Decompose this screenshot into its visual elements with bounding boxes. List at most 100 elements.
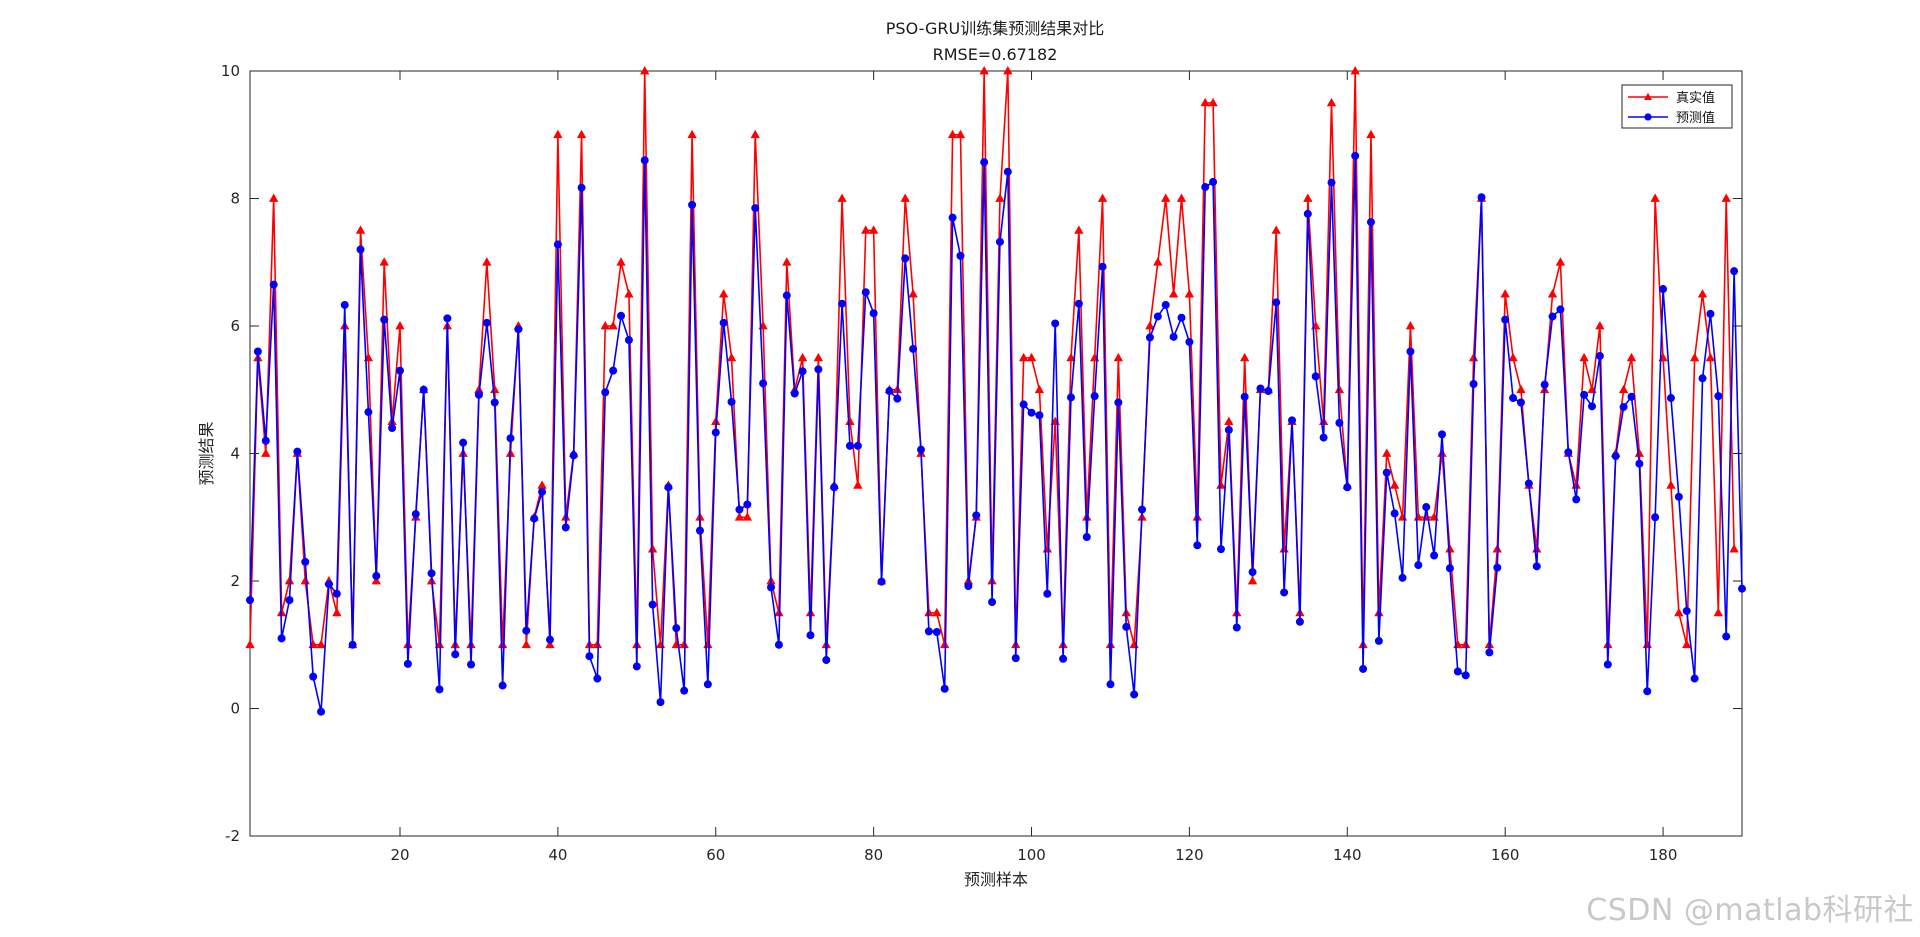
data-point-triangle bbox=[332, 607, 342, 617]
data-point-triangle bbox=[687, 129, 697, 139]
data-point-triangle bbox=[545, 639, 555, 649]
legend-label-true-value: 真实值 bbox=[1676, 90, 1715, 106]
data-point-circle bbox=[522, 626, 531, 635]
data-point-circle bbox=[909, 344, 918, 353]
data-point-triangle bbox=[379, 257, 389, 266]
data-point-triangle bbox=[600, 320, 610, 330]
data-point-circle bbox=[1051, 319, 1060, 328]
data-point-circle bbox=[1319, 433, 1328, 442]
data-point-circle bbox=[1343, 483, 1352, 492]
data-point-circle bbox=[1122, 622, 1131, 631]
data-point-circle bbox=[798, 367, 807, 376]
data-point-circle bbox=[1248, 568, 1257, 577]
data-point-circle bbox=[964, 582, 973, 591]
data-point-circle bbox=[474, 390, 483, 399]
data-point-circle bbox=[624, 336, 633, 345]
data-point-circle bbox=[861, 288, 870, 297]
data-point-circle bbox=[277, 634, 286, 643]
data-point-triangle bbox=[592, 639, 603, 649]
data-point-circle bbox=[1374, 636, 1383, 645]
data-point-circle bbox=[538, 487, 547, 496]
data-point-triangle bbox=[1176, 193, 1187, 202]
data-point-circle bbox=[340, 300, 349, 309]
data-point-triangle bbox=[853, 480, 863, 489]
data-point-circle bbox=[1074, 299, 1083, 308]
data-point-triangle bbox=[742, 512, 753, 521]
data-point-circle bbox=[1224, 425, 1233, 434]
data-point-circle bbox=[435, 685, 444, 694]
chart-subtitle: RMSE=0.67182 bbox=[933, 45, 1058, 64]
data-point-circle bbox=[530, 514, 539, 523]
data-point-triangle bbox=[1618, 384, 1629, 394]
data-point-triangle bbox=[1066, 352, 1076, 362]
data-point-circle bbox=[782, 291, 791, 300]
data-point-circle bbox=[735, 505, 744, 514]
data-point-triangle bbox=[995, 193, 1005, 202]
data-point-circle bbox=[451, 650, 460, 659]
data-point-circle bbox=[664, 483, 673, 492]
data-point-triangle bbox=[1705, 352, 1716, 362]
data-point-triangle bbox=[1516, 384, 1526, 394]
data-point-triangle bbox=[1239, 352, 1250, 362]
data-point-triangle bbox=[1555, 257, 1566, 266]
data-point-circle bbox=[459, 438, 468, 447]
data-point-triangle bbox=[1034, 384, 1045, 394]
data-point-circle bbox=[1027, 408, 1036, 417]
data-point-circle bbox=[727, 397, 736, 406]
data-point-circle bbox=[1398, 573, 1407, 582]
data-point-circle bbox=[1335, 418, 1344, 427]
data-point-circle bbox=[680, 686, 689, 695]
data-point-circle bbox=[1674, 492, 1683, 501]
data-point-triangle bbox=[797, 352, 808, 362]
data-point-circle bbox=[482, 318, 491, 327]
data-point-circle bbox=[1548, 312, 1557, 321]
data-point-circle bbox=[1177, 313, 1186, 322]
data-point-circle bbox=[1106, 680, 1115, 689]
data-point-circle bbox=[332, 589, 341, 598]
data-point-circle bbox=[1690, 674, 1699, 683]
data-point-triangle bbox=[1003, 65, 1013, 75]
legend-label-predicted-value: 预测值 bbox=[1676, 110, 1715, 126]
data-point-circle bbox=[553, 240, 562, 249]
data-point-circle bbox=[1619, 402, 1628, 411]
data-point-circle bbox=[419, 385, 428, 394]
x-tick-labels: 20 40 60 80 100 120 140 160 180 bbox=[390, 846, 1677, 864]
data-point-circle bbox=[1138, 505, 1147, 514]
data-point-circle bbox=[988, 598, 997, 607]
data-point-triangle bbox=[1547, 289, 1558, 298]
data-point-triangle bbox=[1389, 480, 1400, 489]
data-point-circle bbox=[1501, 315, 1510, 324]
data-point-circle bbox=[853, 441, 862, 450]
data-point-circle bbox=[759, 379, 768, 388]
data-point-triangle bbox=[1650, 193, 1660, 202]
y-tick-label: 8 bbox=[230, 190, 240, 208]
data-point-circle bbox=[1185, 337, 1194, 346]
data-point-circle bbox=[869, 309, 878, 318]
data-point-circle bbox=[1730, 267, 1739, 276]
data-point-circle bbox=[901, 254, 910, 263]
data-point-triangle bbox=[482, 257, 492, 266]
legend-entry-true-value: 真实值 bbox=[1628, 90, 1715, 106]
data-point-triangle bbox=[284, 575, 295, 585]
data-point-circle bbox=[317, 707, 326, 716]
data-point-circle bbox=[1682, 606, 1691, 615]
data-point-circle bbox=[1303, 209, 1312, 218]
data-point-circle bbox=[372, 571, 381, 580]
data-point-triangle bbox=[434, 639, 445, 649]
data-point-circle bbox=[711, 428, 720, 437]
data-point-triangle bbox=[616, 257, 626, 266]
data-point-circle bbox=[1272, 298, 1281, 307]
data-point-circle bbox=[672, 624, 681, 633]
data-point-circle bbox=[467, 660, 476, 669]
legend: 真实值 预测值 bbox=[1621, 84, 1733, 129]
data-point-triangle bbox=[608, 320, 618, 330]
data-point-circle bbox=[585, 652, 594, 661]
data-point-circle bbox=[1043, 589, 1052, 598]
data-point-circle bbox=[411, 510, 420, 519]
data-point-triangle bbox=[1026, 352, 1037, 362]
data-point-circle bbox=[617, 311, 626, 320]
data-point-circle bbox=[593, 674, 602, 683]
y-tick-labels: -2 0 2 4 6 8 10 bbox=[221, 62, 240, 845]
data-point-triangle bbox=[647, 544, 658, 553]
data-point-triangle bbox=[947, 129, 958, 139]
